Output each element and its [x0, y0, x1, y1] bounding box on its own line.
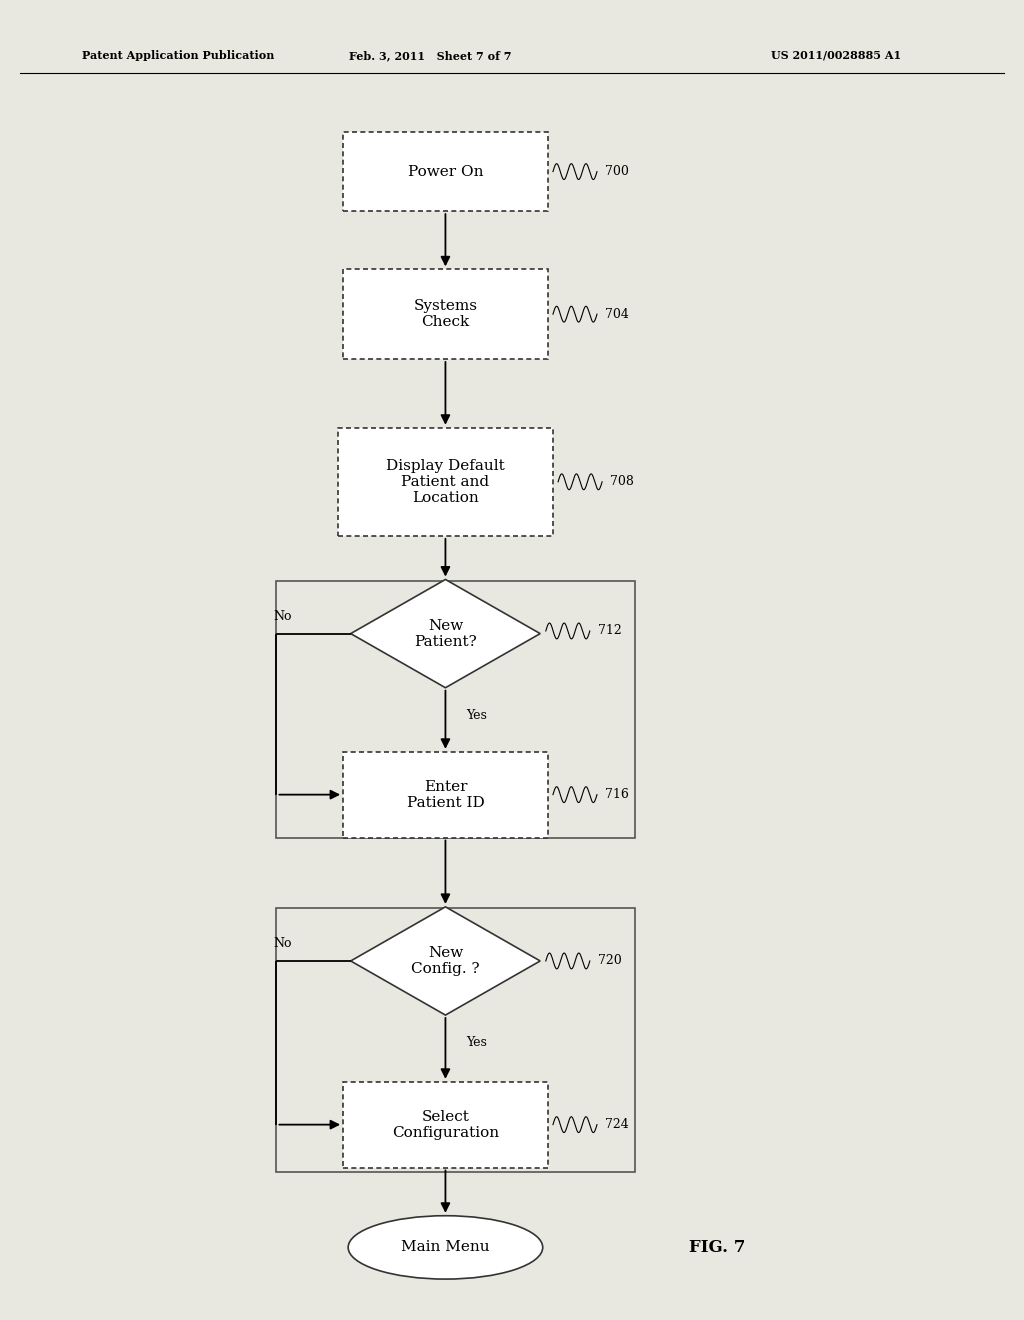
Bar — [276, 908, 635, 1172]
Bar — [343, 269, 548, 359]
Text: FIG. 7: FIG. 7 — [688, 1239, 745, 1255]
Text: 720: 720 — [598, 954, 622, 968]
Bar — [338, 428, 553, 536]
Text: 716: 716 — [605, 788, 629, 801]
Text: Systems
Check: Systems Check — [414, 300, 477, 329]
Text: Display Default
Patient and
Location: Display Default Patient and Location — [386, 458, 505, 506]
Text: New
Config. ?: New Config. ? — [411, 946, 480, 975]
Text: Power On: Power On — [408, 165, 483, 178]
Text: US 2011/0028885 A1: US 2011/0028885 A1 — [771, 50, 901, 61]
Text: 700: 700 — [605, 165, 629, 178]
Ellipse shape — [348, 1216, 543, 1279]
Text: New
Patient?: New Patient? — [414, 619, 477, 648]
Text: Patent Application Publication: Patent Application Publication — [82, 50, 274, 61]
Text: 704: 704 — [605, 308, 629, 321]
Bar — [343, 132, 548, 211]
Text: Main Menu: Main Menu — [401, 1241, 489, 1254]
Text: 724: 724 — [605, 1118, 629, 1131]
Bar — [276, 581, 635, 838]
Text: Yes: Yes — [466, 709, 486, 722]
Text: 712: 712 — [598, 624, 622, 638]
Text: Feb. 3, 2011   Sheet 7 of 7: Feb. 3, 2011 Sheet 7 of 7 — [349, 50, 511, 61]
Text: No: No — [273, 937, 292, 950]
Polygon shape — [350, 907, 541, 1015]
Text: Select
Configuration: Select Configuration — [392, 1110, 499, 1139]
Text: Enter
Patient ID: Enter Patient ID — [407, 780, 484, 809]
Bar — [343, 1082, 548, 1168]
Bar — [343, 752, 548, 837]
Text: Yes: Yes — [466, 1036, 486, 1049]
Polygon shape — [350, 579, 541, 688]
Text: 708: 708 — [610, 475, 634, 488]
Text: No: No — [273, 610, 292, 623]
